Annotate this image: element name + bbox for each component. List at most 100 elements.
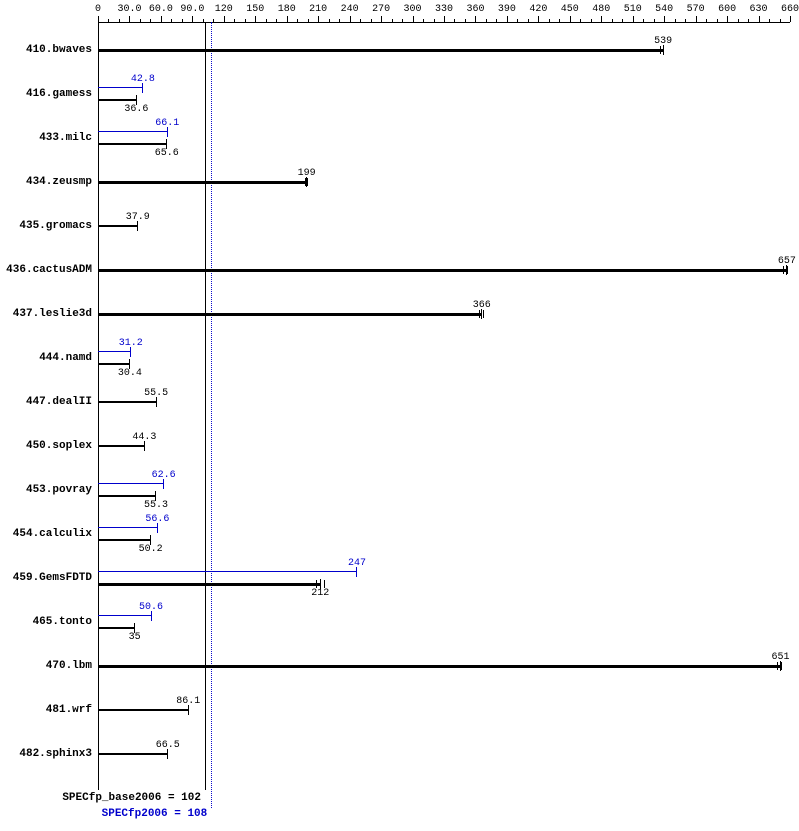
bench-label: 434.zeusmp: [0, 176, 92, 188]
tick-label: 600: [718, 4, 736, 15]
bench-label: 416.gamess: [0, 88, 92, 100]
minor-tick: [559, 19, 560, 22]
major-tick: [161, 16, 162, 22]
minor-tick: [717, 19, 718, 22]
minor-tick: [486, 19, 487, 22]
minor-tick: [402, 19, 403, 22]
minor-tick: [108, 19, 109, 22]
tick-label: 660: [781, 4, 799, 15]
minor-tick: [528, 19, 529, 22]
minor-tick: [171, 19, 172, 22]
err-tick: [660, 46, 661, 54]
tick-label: 120: [215, 4, 233, 15]
bar-base: [98, 583, 320, 586]
major-tick: [224, 16, 225, 22]
minor-tick: [150, 19, 151, 22]
specfp-peak-label: SPECfp2006 = 108: [102, 808, 208, 820]
major-tick: [759, 16, 760, 22]
val-base-label: 651: [772, 652, 790, 663]
err-tick: [777, 662, 778, 670]
bar-peak: [98, 483, 164, 484]
minor-tick: [329, 19, 330, 22]
minor-tick: [780, 19, 781, 22]
major-tick: [350, 16, 351, 22]
val-base-label: 657: [778, 256, 796, 267]
minor-tick: [213, 19, 214, 22]
minor-tick: [675, 19, 676, 22]
major-tick: [633, 16, 634, 22]
major-tick: [507, 16, 508, 22]
bench-label: 454.calculix: [0, 528, 92, 540]
bench-label: 447.dealII: [0, 396, 92, 408]
val-base-label: 66.5: [156, 740, 180, 751]
minor-tick: [360, 19, 361, 22]
val-base-label: 199: [298, 168, 316, 179]
val-peak-label: 42.8: [131, 74, 155, 85]
bench-label: 481.wrf: [0, 704, 92, 716]
err-tick: [787, 266, 788, 274]
bench-label: 410.bwaves: [0, 44, 92, 56]
tick-label: 210: [309, 4, 327, 15]
minor-tick: [580, 19, 581, 22]
val-peak-label: 247: [348, 558, 366, 569]
bar-base: [98, 143, 167, 145]
minor-tick: [612, 19, 613, 22]
minor-tick: [454, 19, 455, 22]
bench-label: 459.GemsFDTD: [0, 572, 92, 584]
val-base-label: 366: [473, 300, 491, 311]
minor-tick: [266, 19, 267, 22]
bar-base: [98, 99, 136, 101]
minor-tick: [769, 19, 770, 22]
val-base-label: 55.5: [144, 388, 168, 399]
minor-tick: [622, 19, 623, 22]
val-peak-label: 31.2: [119, 338, 143, 349]
minor-tick: [591, 19, 592, 22]
minor-tick: [371, 19, 372, 22]
major-tick: [413, 16, 414, 22]
plot-left-border: [98, 22, 99, 790]
specfp-base-label: SPECfp_base2006 = 102: [62, 792, 201, 804]
bench-label: 435.gromacs: [0, 220, 92, 232]
bench-label: 453.povray: [0, 484, 92, 496]
val-base-label: 36.6: [124, 104, 148, 115]
bar-peak: [98, 527, 157, 528]
err-tick: [663, 46, 664, 54]
minor-tick: [706, 19, 707, 22]
bar-base: [98, 539, 151, 541]
tick-label: 570: [687, 4, 705, 15]
err-tick: [781, 662, 782, 670]
val-peak-label: 66.1: [155, 118, 179, 129]
tick-label: 510: [624, 4, 642, 15]
minor-tick: [748, 19, 749, 22]
val-base-label: 86.1: [176, 696, 200, 707]
val-base-label: 50.2: [139, 544, 163, 555]
val-base-label: 37.9: [126, 212, 150, 223]
bench-label: 433.milc: [0, 132, 92, 144]
major-tick: [727, 16, 728, 22]
err-tick: [483, 310, 484, 318]
bench-label: 437.leslie3d: [0, 308, 92, 320]
bar-base: [98, 181, 307, 184]
minor-tick: [297, 19, 298, 22]
minor-tick: [119, 19, 120, 22]
tick-label: 540: [655, 4, 673, 15]
tick-label: 270: [372, 4, 390, 15]
minor-tick: [685, 19, 686, 22]
err-tick: [305, 178, 306, 186]
bar-peak: [98, 615, 151, 616]
minor-tick: [203, 19, 204, 22]
tick-label: 360: [466, 4, 484, 15]
bar-base: [98, 445, 144, 447]
bar-base: [98, 627, 135, 629]
major-tick: [538, 16, 539, 22]
bar-base: [98, 313, 482, 316]
bar-peak: [98, 131, 167, 132]
tick-label: 180: [278, 4, 296, 15]
val-peak-label: 50.6: [139, 602, 163, 613]
minor-tick: [234, 19, 235, 22]
major-tick: [381, 16, 382, 22]
tick-label: 300: [404, 4, 422, 15]
bench-label: 450.soplex: [0, 440, 92, 452]
err-tick: [783, 266, 784, 274]
val-base-label: 539: [654, 36, 672, 47]
